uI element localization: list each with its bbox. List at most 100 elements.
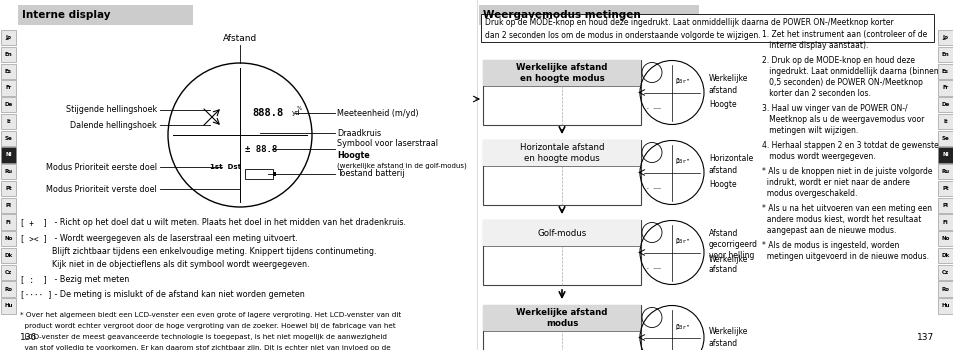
Text: Ru: Ru [941, 169, 948, 174]
Bar [1, 231, 16, 246]
Text: Hu: Hu [4, 303, 12, 308]
Bar [482, 220, 640, 285]
Text: ingedrukt. Laat onmiddellijk daarna (binnen: ingedrukt. Laat onmiddellijk daarna (bin… [761, 67, 938, 76]
Text: Druk op de MODE-knop en houd deze ingedrukt. Laat onmiddellijk daarna de POWER O: Druk op de MODE-knop en houd deze ingedr… [484, 18, 893, 40]
Text: Ro: Ro [5, 287, 12, 292]
Text: * Als u na het uitvoeren van een meting een: * Als u na het uitvoeren van een meting … [761, 204, 931, 213]
Bar [1, 181, 16, 196]
Text: Meetknop als u de weergavemodus voor: Meetknop als u de weergavemodus voor [761, 115, 923, 124]
Text: [···· ]: [···· ] [20, 290, 52, 299]
Bar [937, 164, 952, 180]
Bar [1, 265, 16, 280]
Text: Hu: Hu [941, 303, 949, 308]
Text: 136: 136 [20, 333, 37, 342]
Text: 3. Haal uw vinger van de POWER ON-/: 3. Haal uw vinger van de POWER ON-/ [761, 104, 906, 113]
Text: Pt: Pt [942, 186, 948, 191]
Text: Es: Es [941, 69, 948, 74]
Text: β3r": β3r" [676, 159, 690, 164]
Text: Nl: Nl [5, 153, 11, 158]
Text: ± 88.8: ± 88.8 [245, 145, 277, 154]
Bar [273, 172, 275, 176]
Text: Stijgende hellingshoek: Stijgende hellingshoek [66, 105, 157, 114]
Bar [937, 30, 952, 45]
Bar [937, 248, 952, 263]
Bar [937, 181, 952, 196]
Text: korter dan 2 seconden los.: korter dan 2 seconden los. [761, 89, 870, 98]
Bar [937, 114, 952, 129]
Bar [937, 97, 952, 112]
Bar [1, 47, 16, 62]
Bar [937, 215, 952, 230]
Text: Draadkruis: Draadkruis [336, 128, 381, 138]
Text: De: De [5, 102, 12, 107]
Bar [937, 265, 952, 280]
Bar [1, 215, 16, 230]
Text: Dk: Dk [941, 253, 948, 258]
Bar [937, 231, 952, 246]
Text: No: No [941, 236, 948, 241]
Text: modus overgeschakeld.: modus overgeschakeld. [761, 189, 857, 198]
Text: * Over het algemeen biedt een LCD-venster een even grote of lagere vergroting. H: * Over het algemeen biedt een LCD-venste… [20, 312, 401, 318]
Bar [482, 60, 640, 86]
Bar [482, 305, 640, 331]
Text: Weergavemodus metingen: Weergavemodus metingen [482, 10, 640, 20]
Text: Modus Prioriteit eerste doel: Modus Prioriteit eerste doel [46, 162, 157, 172]
Bar [1, 248, 16, 263]
Bar [482, 60, 640, 125]
Text: 1. Zet het instrument aan (controleer of de: 1. Zet het instrument aan (controleer of… [761, 30, 926, 39]
Text: 0,5 seconden) de POWER ON-/Meetknop: 0,5 seconden) de POWER ON-/Meetknop [761, 78, 922, 87]
Text: 137: 137 [916, 333, 933, 342]
Text: %: % [296, 106, 302, 112]
Text: LCD-venster de meest geavanceerde technologie is toegepast, is het niet mogelijk: LCD-venster de meest geavanceerde techno… [20, 334, 387, 340]
Text: Toestand batterij: Toestand batterij [336, 169, 404, 178]
Text: Cz: Cz [5, 270, 12, 275]
Text: * Als de modus is ingesteld, worden: * Als de modus is ingesteld, worden [761, 241, 899, 250]
Text: modus wordt weergegeven.: modus wordt weergegeven. [761, 152, 875, 161]
Bar [482, 305, 640, 350]
Bar [245, 169, 273, 179]
Text: Meeteenheid (m/yd): Meeteenheid (m/yd) [336, 108, 418, 118]
Text: Hoogte: Hoogte [336, 150, 370, 160]
Text: It: It [6, 119, 10, 124]
Text: · ——: · —— [645, 186, 660, 191]
Text: Werkelijke
afstand: Werkelijke afstand [708, 255, 747, 274]
Text: Fi: Fi [942, 219, 947, 225]
Bar [1, 281, 16, 297]
Text: Es: Es [5, 69, 12, 74]
Text: (werkelijke afstand in de golf-modus): (werkelijke afstand in de golf-modus) [336, 163, 466, 169]
Bar [1, 147, 16, 163]
Text: β3r": β3r" [676, 238, 690, 245]
Text: [ :  ]: [ : ] [20, 275, 48, 284]
Text: indrukt, wordt er niet naar de andere: indrukt, wordt er niet naar de andere [761, 178, 909, 187]
Text: Se: Se [941, 136, 948, 141]
Text: Ro: Ro [941, 287, 948, 292]
Text: Nl: Nl [942, 153, 948, 158]
Text: En: En [5, 52, 12, 57]
Text: Interne display: Interne display [22, 10, 111, 20]
Text: Jp: Jp [942, 35, 947, 40]
Text: Modus Prioriteit verste doel: Modus Prioriteit verste doel [46, 184, 157, 194]
Text: andere modus kiest, wordt het resultaat: andere modus kiest, wordt het resultaat [761, 215, 921, 224]
Bar [937, 147, 952, 163]
Bar [937, 198, 952, 213]
Text: β3r": β3r" [676, 323, 690, 329]
Text: · ——: · —— [645, 266, 660, 271]
Text: Cz: Cz [941, 270, 948, 275]
Bar [937, 47, 952, 62]
Text: - Wordt weergegeven als de laserstraal een meting uitvoert.: - Wordt weergegeven als de laserstraal e… [52, 234, 297, 243]
Bar [478, 5, 699, 25]
Text: - Richt op het doel dat u wilt meten. Plaats het doel in het midden van het drad: - Richt op het doel dat u wilt meten. Pl… [52, 218, 406, 227]
Text: Golf-modus: Golf-modus [537, 229, 586, 238]
Text: It: It [943, 119, 947, 124]
Text: Blijft zichtbaar tijdens een enkelvoudige meting. Knippert tijdens continumeting: Blijft zichtbaar tijdens een enkelvoudig… [52, 247, 376, 256]
Bar [937, 131, 952, 146]
Text: product wordt echter vergroot door de hoge vergroting van de zoeker. Hoewel bij : product wordt echter vergroot door de ho… [20, 323, 395, 329]
Text: Werkelijke afstand
modus: Werkelijke afstand modus [516, 308, 607, 328]
Text: Kijk niet in de objectieflens als dit symbool wordt weergegeven.: Kijk niet in de objectieflens als dit sy… [52, 260, 309, 269]
Text: 2. Druk op de MODE-knop en houd deze: 2. Druk op de MODE-knop en houd deze [761, 56, 914, 65]
Text: En: En [941, 52, 948, 57]
Text: β3r": β3r" [676, 78, 690, 84]
Text: interne display aanstaat).: interne display aanstaat). [761, 41, 867, 50]
Bar [482, 140, 640, 205]
Text: Werkelijke
afstand: Werkelijke afstand [708, 328, 747, 348]
